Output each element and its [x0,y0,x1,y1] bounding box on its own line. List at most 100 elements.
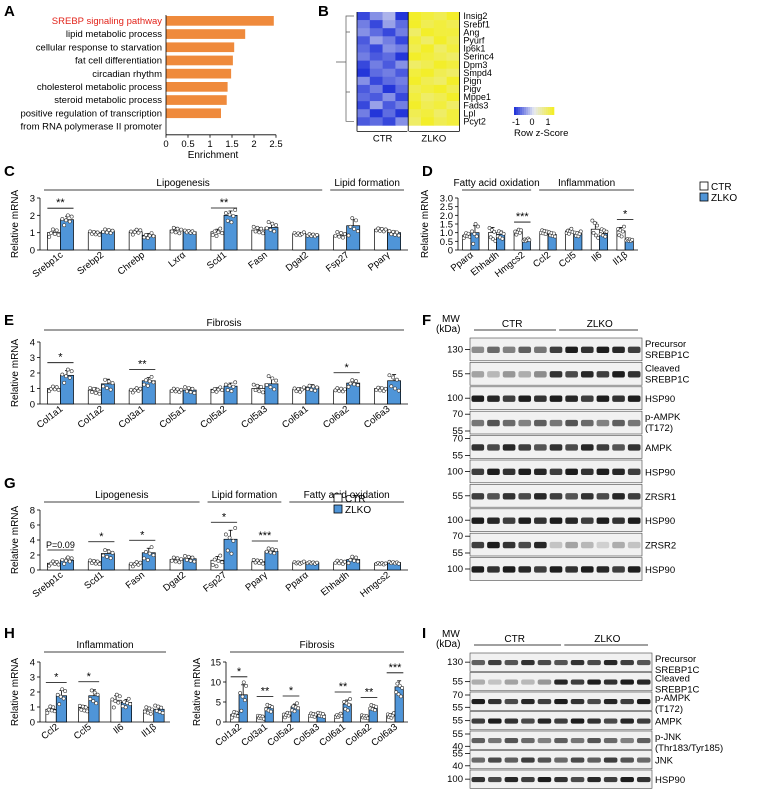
data-point [173,230,178,235]
blot-band [612,419,625,427]
heatmap-cell [408,76,422,86]
y-tick-label: 1.0 [440,228,453,239]
data-point [476,224,480,229]
data-point [393,386,397,391]
data-point [266,374,271,379]
blot-band [521,737,535,744]
data-point [296,706,301,711]
data-point [396,233,401,238]
blot-band [488,757,502,763]
panel-letter-b: B [318,3,329,20]
blot-band [603,757,618,763]
data-point [551,231,556,236]
data-point [272,387,277,392]
mw-marker-label: 55 [452,369,463,380]
data-point [67,559,72,564]
data-point [292,386,297,391]
scale-swatch [522,107,525,115]
data-point [630,237,635,242]
data-point [45,710,50,715]
data-point [97,232,102,237]
x-category-label: Dgat2 [284,250,311,274]
y-tick-label: 5 [216,698,221,709]
heatmap-cell [382,12,396,21]
data-point [553,234,557,239]
blot-band [603,718,618,724]
heatmap-cell [395,84,409,94]
enrichment-bar [166,68,232,79]
data-point [347,702,351,707]
data-point [150,707,155,712]
data-point [333,233,338,238]
heatmap-cell [446,68,460,78]
blot-band [627,419,641,427]
x-category-label: Pparγ [366,250,393,274]
blot-band [488,659,502,666]
data-point [474,234,479,239]
heatmap-row-label: Serinc4 [463,52,494,62]
data-point [227,212,232,217]
data-point [622,224,626,229]
group-bracket-label: Lipogenesis [95,490,148,501]
heatmap-cell [395,28,409,37]
blot-band [565,444,578,451]
y-tick-label: 1 [30,703,35,714]
blot-band [471,566,485,573]
blot-band [620,679,634,685]
blot-band [537,776,552,783]
data-point [51,559,55,564]
scale-swatch [552,107,555,115]
heatmap-cell [446,76,460,86]
data-point [302,385,306,390]
data-point [212,387,217,391]
scale-swatch [536,107,539,115]
blot-band [504,757,519,763]
blot-band [471,776,486,783]
blot-band [596,395,610,402]
significance-label: * [58,352,63,364]
enrichment-bar [166,108,221,119]
heatmap-cell [357,20,371,29]
data-point [259,559,264,563]
y-tick-label: 1.5 [440,220,453,231]
data-point [396,692,401,697]
data-point [129,229,133,234]
blot-band [471,371,485,378]
blot-band [534,566,547,573]
scale-swatch [534,107,537,115]
x-category-label: Col5a1 [157,404,187,431]
x-category-label: Col6a2 [343,722,373,749]
blot-band [596,468,610,476]
data-point [315,385,319,390]
x-category-label: Col6a3 [362,404,392,431]
data-point [95,559,100,564]
data-point [149,231,154,236]
data-point [270,705,275,709]
data-point [389,232,394,237]
blot-band [487,395,500,402]
mw-marker-label: 55 [452,677,463,688]
blot-band [487,541,500,549]
data-point [147,379,152,384]
blot-band [518,468,532,476]
blot-band [620,757,634,763]
data-point [64,218,68,223]
data-point [60,687,65,692]
y-tick-label: 2 [30,369,35,380]
heatmap-row-label: Lpl [463,108,475,118]
heatmap-cell [421,20,435,29]
panel-letters: A B C D E F G H I [4,3,433,642]
heatmap-cell [369,68,383,78]
data-point [383,386,388,391]
y-axis-label: Relative mRNA [10,658,21,727]
data-point [383,227,388,232]
data-point [173,559,178,564]
x-category-label: Srebp2 [75,250,106,278]
data-point [225,388,230,392]
blot-row-label: Precursor [645,339,686,350]
data-point [527,238,532,242]
data-point [346,384,351,389]
blot-band [534,541,547,549]
enrichment-term-label: circadian rhythm [92,69,162,80]
